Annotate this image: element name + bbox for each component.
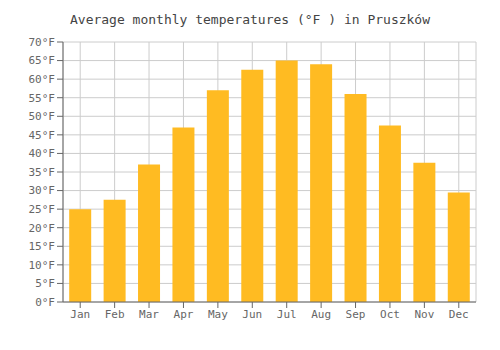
svg-text:Jan: Jan	[70, 308, 90, 321]
svg-text:30°F: 30°F	[29, 184, 56, 197]
svg-text:0°F: 0°F	[35, 296, 55, 309]
svg-text:55°F: 55°F	[29, 92, 56, 105]
svg-text:Jul: Jul	[277, 308, 297, 321]
svg-text:Sep: Sep	[346, 308, 366, 321]
svg-text:65°F: 65°F	[29, 54, 56, 67]
svg-text:50°F: 50°F	[29, 110, 56, 123]
svg-text:20°F: 20°F	[29, 222, 56, 235]
svg-text:70°F: 70°F	[29, 36, 56, 49]
svg-text:Feb: Feb	[105, 308, 125, 321]
svg-text:45°F: 45°F	[29, 129, 56, 142]
svg-text:35°F: 35°F	[29, 166, 56, 179]
svg-text:10°F: 10°F	[29, 259, 56, 272]
svg-text:Oct: Oct	[380, 308, 400, 321]
html-text:Average monthly temperatures (: Average monthly temperatures (°F ) in Pr…	[70, 12, 430, 27]
svg-text:25°F: 25°F	[29, 203, 56, 216]
svg-text:15°F: 15°F	[29, 240, 56, 253]
svg-text:Apr: Apr	[174, 308, 194, 321]
svg-text:5°F: 5°F	[35, 277, 55, 290]
svg-text:40°F: 40°F	[29, 147, 56, 160]
svg-text:Mar: Mar	[139, 308, 159, 321]
svg-text:60°F: 60°F	[29, 73, 56, 86]
svg-text:Nov: Nov	[414, 308, 434, 321]
svg-text:May: May	[208, 308, 228, 321]
svg-text:Jun: Jun	[242, 308, 262, 321]
svg-text:Aug: Aug	[311, 308, 331, 321]
svg-text:Dec: Dec	[449, 308, 469, 321]
